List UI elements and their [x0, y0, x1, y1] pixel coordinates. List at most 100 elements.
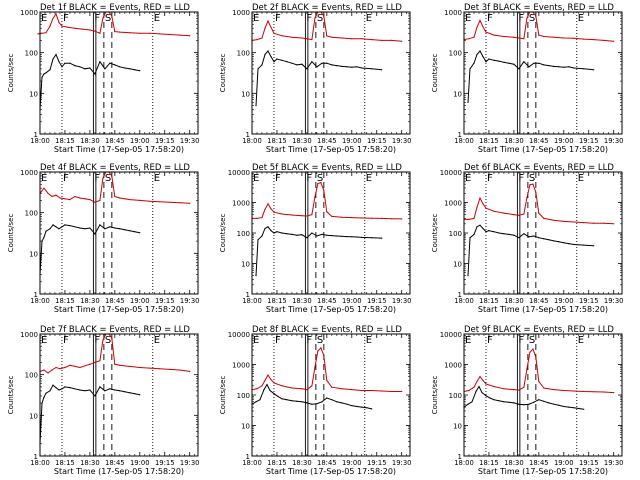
data-point-lld: [371, 39, 373, 41]
data-point-lld: [468, 38, 470, 40]
data-point-events: [381, 69, 383, 71]
x-tick-label: 19:15: [367, 459, 387, 467]
data-point-lld: [361, 38, 363, 40]
y-tick-label: 10: [241, 90, 250, 98]
y-tick-label: 1: [34, 131, 38, 139]
x-axis-label: Start Time (17-Sep-05 17:58:20): [266, 145, 396, 154]
data-point-events: [578, 407, 580, 410]
data-point-events: [99, 61, 101, 63]
data-point-events: [129, 230, 131, 232]
data-point-events: [109, 388, 111, 390]
panel-title: Det 5f BLACK = Events, RED = LLD: [252, 163, 402, 173]
data-point-events: [321, 62, 323, 64]
data-point-lld: [476, 380, 478, 382]
data-point-events: [508, 233, 510, 235]
data-point-events: [255, 401, 257, 403]
marker-label: F: [63, 335, 69, 346]
data-point-events: [129, 392, 131, 394]
data-point-events: [43, 73, 45, 75]
data-point-events: [583, 244, 585, 246]
data-point-lld: [573, 390, 575, 392]
data-point-lld: [291, 36, 293, 38]
data-point-events: [523, 61, 525, 63]
data-point-lld: [563, 37, 565, 39]
data-point-lld: [256, 39, 258, 41]
y-tick-label: 10000: [440, 331, 462, 339]
series-line-events: [39, 224, 140, 275]
y-tick-label: 10: [29, 250, 38, 258]
data-point-lld: [55, 13, 57, 15]
data-point-lld: [74, 27, 76, 29]
marker-label: E: [41, 13, 47, 24]
x-tick-label: 19:00: [342, 459, 362, 467]
y-tick-label: 1: [246, 453, 250, 461]
data-point-events: [61, 66, 63, 68]
marker-label: F: [94, 13, 100, 24]
y-tick-label: 1000: [444, 9, 462, 17]
data-point-events: [558, 66, 560, 68]
data-point-events: [286, 61, 288, 63]
data-point-lld: [51, 369, 53, 371]
data-point-events: [257, 68, 259, 70]
data-point-events: [139, 232, 141, 234]
data-point-events: [543, 64, 545, 66]
x-tick-label: 19:30: [392, 137, 412, 145]
data-point-events: [558, 241, 560, 243]
marker-label: S: [105, 335, 111, 346]
data-point-lld: [114, 195, 116, 198]
data-point-events: [518, 403, 520, 405]
data-point-events: [55, 53, 57, 56]
data-point-lld: [37, 33, 39, 35]
data-point-events: [134, 69, 136, 71]
data-point-lld: [306, 38, 308, 40]
y-tick-label: 100: [237, 50, 250, 58]
marker-label: S: [529, 13, 535, 24]
x-tick-label: 19:30: [180, 137, 200, 145]
data-point-events: [306, 402, 308, 404]
data-point-lld: [114, 31, 116, 33]
data-point-lld: [43, 187, 45, 189]
data-point-events: [479, 224, 481, 226]
data-point-lld: [189, 370, 191, 372]
data-point-events: [331, 399, 333, 401]
data-point-lld: [47, 372, 49, 374]
data-point-lld: [371, 389, 373, 392]
data-point-lld: [139, 32, 141, 34]
x-axis-label: Start Time (17-Sep-05 17:58:20): [54, 305, 184, 314]
data-point-events: [69, 62, 71, 64]
data-point-events: [45, 230, 47, 232]
data-point-lld: [351, 217, 353, 219]
data-point-events: [356, 405, 358, 408]
data-point-lld: [102, 177, 104, 179]
data-point-events: [263, 389, 265, 391]
marker-label: E: [578, 173, 584, 184]
data-point-events: [64, 386, 66, 388]
data-point-lld: [139, 199, 141, 201]
data-point-events: [568, 66, 570, 68]
data-point-lld: [139, 366, 141, 369]
y-tick-label: 10000: [440, 169, 462, 177]
y-tick-label: 100: [25, 50, 38, 58]
data-point-events: [267, 50, 269, 52]
x-tick-label: 19:15: [579, 297, 599, 305]
data-point-lld: [281, 385, 283, 387]
panel-title: Det 7f BLACK = Events, RED = LLD: [40, 325, 190, 335]
series-line-lld: [463, 348, 614, 394]
data-point-lld: [74, 365, 76, 367]
data-point-events: [356, 66, 358, 68]
panel-9: Det 9f BLACK = Events, RED = LLD Counts/s…: [431, 325, 623, 476]
data-point-events: [533, 62, 535, 64]
data-point-lld: [159, 33, 161, 35]
marker-label: F: [63, 173, 69, 184]
y-axis-label: Counts/sec: [219, 214, 227, 253]
data-point-events: [43, 236, 45, 238]
x-axis-label: Start Time (17-Sep-05 17:58:20): [266, 467, 396, 476]
data-point-events: [326, 397, 328, 399]
data-point-lld: [320, 347, 322, 349]
data-point-events: [316, 403, 318, 405]
data-point-events: [346, 66, 348, 68]
data-point-events: [493, 399, 495, 401]
data-point-lld: [529, 351, 531, 353]
data-point-events: [124, 391, 126, 393]
